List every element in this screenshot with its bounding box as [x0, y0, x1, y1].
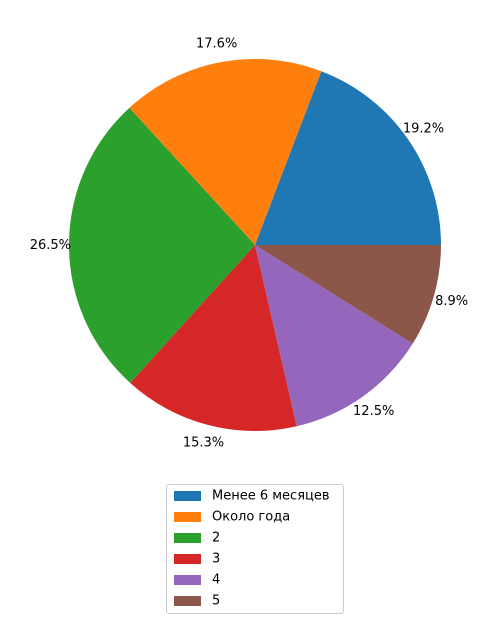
legend-swatch-6: [174, 596, 201, 606]
pct-label-6: 8.9%: [435, 294, 468, 309]
pie-slice-5: [255, 245, 413, 427]
legend-label-6: 5: [212, 594, 220, 609]
legend-label-2: Около года: [212, 510, 290, 525]
pie-slice-1: [255, 71, 441, 246]
legend-label-4: 3: [212, 552, 220, 567]
pie-slice-4: [130, 245, 297, 431]
pie-slice-3: [69, 107, 255, 383]
pct-label-1: 19.2%: [403, 121, 444, 136]
pct-label-4: 15.3%: [183, 436, 224, 451]
legend-items: Менее 6 месяцев Около года 2 3 4 5: [174, 489, 330, 609]
pie-slice-6: [255, 245, 441, 344]
legend-swatch-1: [174, 491, 201, 501]
pct-label-5: 12.5%: [353, 404, 394, 419]
percentage-labels: 19.2% 17.6% 26.5% 15.3% 12.5% 8.9%: [30, 37, 468, 451]
legend-swatch-4: [174, 554, 201, 564]
legend: Менее 6 месяцев Около года 2 3 4 5: [166, 484, 344, 614]
legend-swatch-2: [174, 512, 201, 522]
legend-label-5: 4: [212, 573, 220, 588]
legend-label-1: Менее 6 месяцев: [212, 489, 330, 504]
legend-swatch-5: [174, 575, 201, 585]
pie-slice-2: [129, 58, 322, 245]
pie-slices: [69, 58, 441, 431]
legend-swatch-3: [174, 533, 201, 543]
legend-frame: [166, 484, 344, 614]
pct-label-2: 17.6%: [196, 37, 237, 52]
legend-label-3: 2: [212, 531, 220, 546]
pct-label-3: 26.5%: [30, 238, 71, 253]
